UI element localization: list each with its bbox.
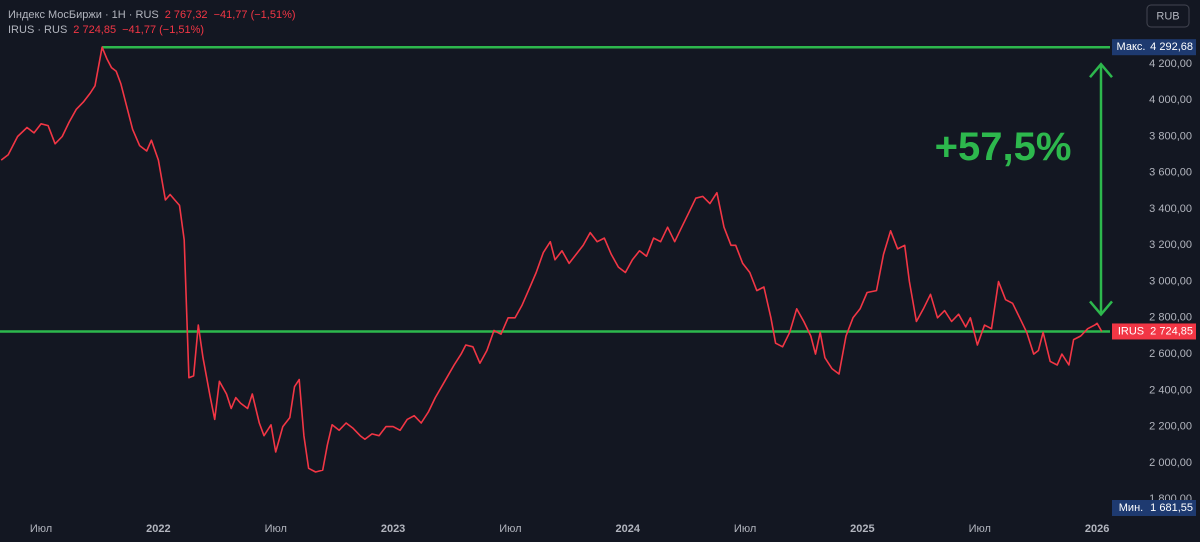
y-tick-label: 2 400,00 bbox=[1149, 384, 1192, 396]
legend-name: Индекс МосБиржи · 1H · RUS bbox=[8, 9, 159, 21]
x-tick-label: Июл bbox=[969, 523, 991, 535]
legend-change: −41,77 (−1,51%) bbox=[214, 9, 296, 21]
x-tick-label: Июл bbox=[499, 523, 521, 535]
currency-button[interactable] bbox=[1146, 4, 1190, 28]
x-tick-label: Июл bbox=[734, 523, 756, 535]
y-tick-label: 2 800,00 bbox=[1149, 312, 1192, 324]
change-annotation: +57,5% bbox=[935, 125, 1072, 169]
x-tick-label: 2023 bbox=[381, 523, 405, 535]
y-tick-label: 3 200,00 bbox=[1149, 239, 1192, 251]
last-label-name: IRUS bbox=[1118, 325, 1144, 337]
last-label-box bbox=[1112, 323, 1150, 340]
arrow-head bbox=[1089, 300, 1113, 317]
y-tick-label: 3 600,00 bbox=[1149, 167, 1192, 179]
y-tick-label: 2 000,00 bbox=[1149, 457, 1192, 469]
x-tick-label: 2022 bbox=[146, 523, 170, 535]
min-value-box bbox=[1150, 500, 1196, 516]
legend-row: Индекс МосБиржи · 1H · RUS 2 767,32 −41,77… bbox=[8, 9, 296, 21]
arrow-head bbox=[1089, 62, 1113, 79]
min-label-name: Мин. bbox=[1119, 502, 1143, 514]
legend-name: IRUS · RUS bbox=[8, 24, 67, 36]
x-tick-label: Июл bbox=[30, 523, 52, 535]
y-tick-label: 3 000,00 bbox=[1149, 275, 1192, 287]
max-label-box bbox=[1112, 39, 1150, 56]
y-tick-label: 2 200,00 bbox=[1149, 421, 1192, 433]
legend-price: 2 767,32 bbox=[165, 9, 208, 21]
min-value-label: 1 681,55 bbox=[1150, 502, 1193, 514]
x-tick-label: 2024 bbox=[616, 523, 641, 535]
y-tick-label: 3 800,00 bbox=[1149, 130, 1192, 142]
legend-price: 2 724,85 bbox=[73, 24, 116, 36]
max-value-box bbox=[1150, 39, 1196, 56]
x-tick-label: 2026 bbox=[1085, 523, 1109, 535]
max-value-label: 4 292,68 bbox=[1150, 41, 1193, 53]
legend-change: −41,77 (−1,51%) bbox=[122, 24, 204, 36]
max-label-name: Макс. bbox=[1117, 41, 1146, 53]
x-tick-label: Июл bbox=[265, 523, 287, 535]
last-value-label: 2 724,85 bbox=[1150, 325, 1193, 337]
last-value-box bbox=[1150, 323, 1196, 340]
currency-label[interactable]: RUB bbox=[1156, 10, 1179, 22]
min-label-box bbox=[1112, 500, 1150, 516]
y-tick-label: 4 200,00 bbox=[1149, 58, 1192, 70]
y-tick-label: 4 000,00 bbox=[1149, 94, 1192, 106]
x-tick-label: 2025 bbox=[850, 523, 874, 535]
price-line bbox=[0, 46, 1103, 473]
y-tick-label: 2 600,00 bbox=[1149, 348, 1192, 360]
legend-row: IRUS · RUS 2 724,85 −41,77 (−1,51%) bbox=[8, 24, 204, 36]
y-tick-label: 3 400,00 bbox=[1149, 203, 1192, 215]
